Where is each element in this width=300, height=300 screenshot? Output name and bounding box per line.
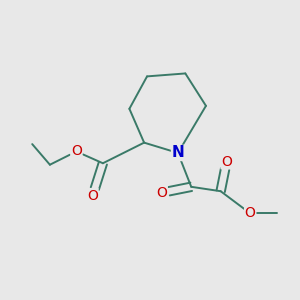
Text: N: N	[172, 146, 184, 160]
Text: O: O	[71, 145, 82, 158]
Text: O: O	[87, 189, 98, 202]
Text: O: O	[221, 155, 232, 169]
Text: O: O	[156, 186, 167, 200]
Text: O: O	[245, 206, 256, 220]
